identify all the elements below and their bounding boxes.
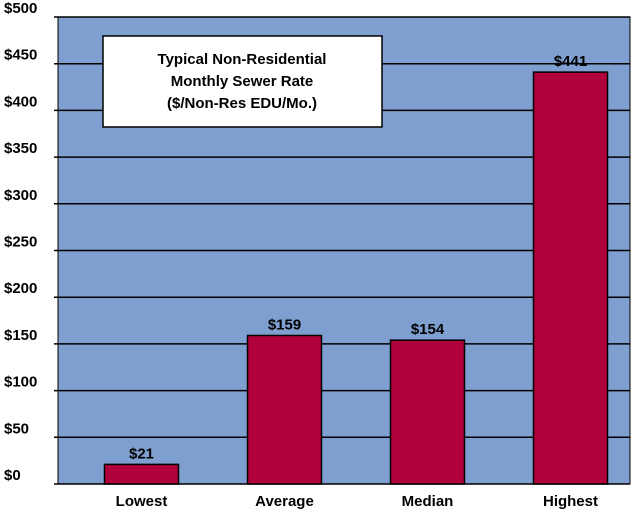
value-label: $441 xyxy=(554,53,587,70)
y-tick-label: $450 xyxy=(4,47,37,64)
y-tick-label: $0 xyxy=(4,467,21,484)
y-tick-label: $100 xyxy=(4,374,37,391)
value-label: $21 xyxy=(129,445,154,462)
x-tick-label: Highest xyxy=(543,493,598,510)
title-box xyxy=(102,35,383,128)
y-tick-label: $250 xyxy=(4,233,37,250)
bar xyxy=(532,71,609,485)
x-tick-label: Lowest xyxy=(116,493,168,510)
x-tick-label: Median xyxy=(402,493,454,510)
bar xyxy=(246,334,323,485)
y-tick-label: $150 xyxy=(4,327,37,344)
y-tick-label: $50 xyxy=(4,420,29,437)
y-tick-label: $500 xyxy=(4,0,37,17)
y-tick-label: $400 xyxy=(4,93,37,110)
value-label: $159 xyxy=(268,316,301,333)
y-tick-label: $200 xyxy=(4,280,37,297)
y-tick-label: $300 xyxy=(4,187,37,204)
x-tick-label: Average xyxy=(255,493,314,510)
bar xyxy=(103,463,180,485)
chart-title: Typical Non-Residential xyxy=(158,51,327,68)
chart-subtitle: ($/Non-Res EDU/Mo.) xyxy=(167,95,317,112)
value-label: $154 xyxy=(411,321,445,338)
y-tick-label: $350 xyxy=(4,140,37,157)
bar xyxy=(389,339,466,485)
chart-title: Monthly Sewer Rate xyxy=(171,73,314,90)
